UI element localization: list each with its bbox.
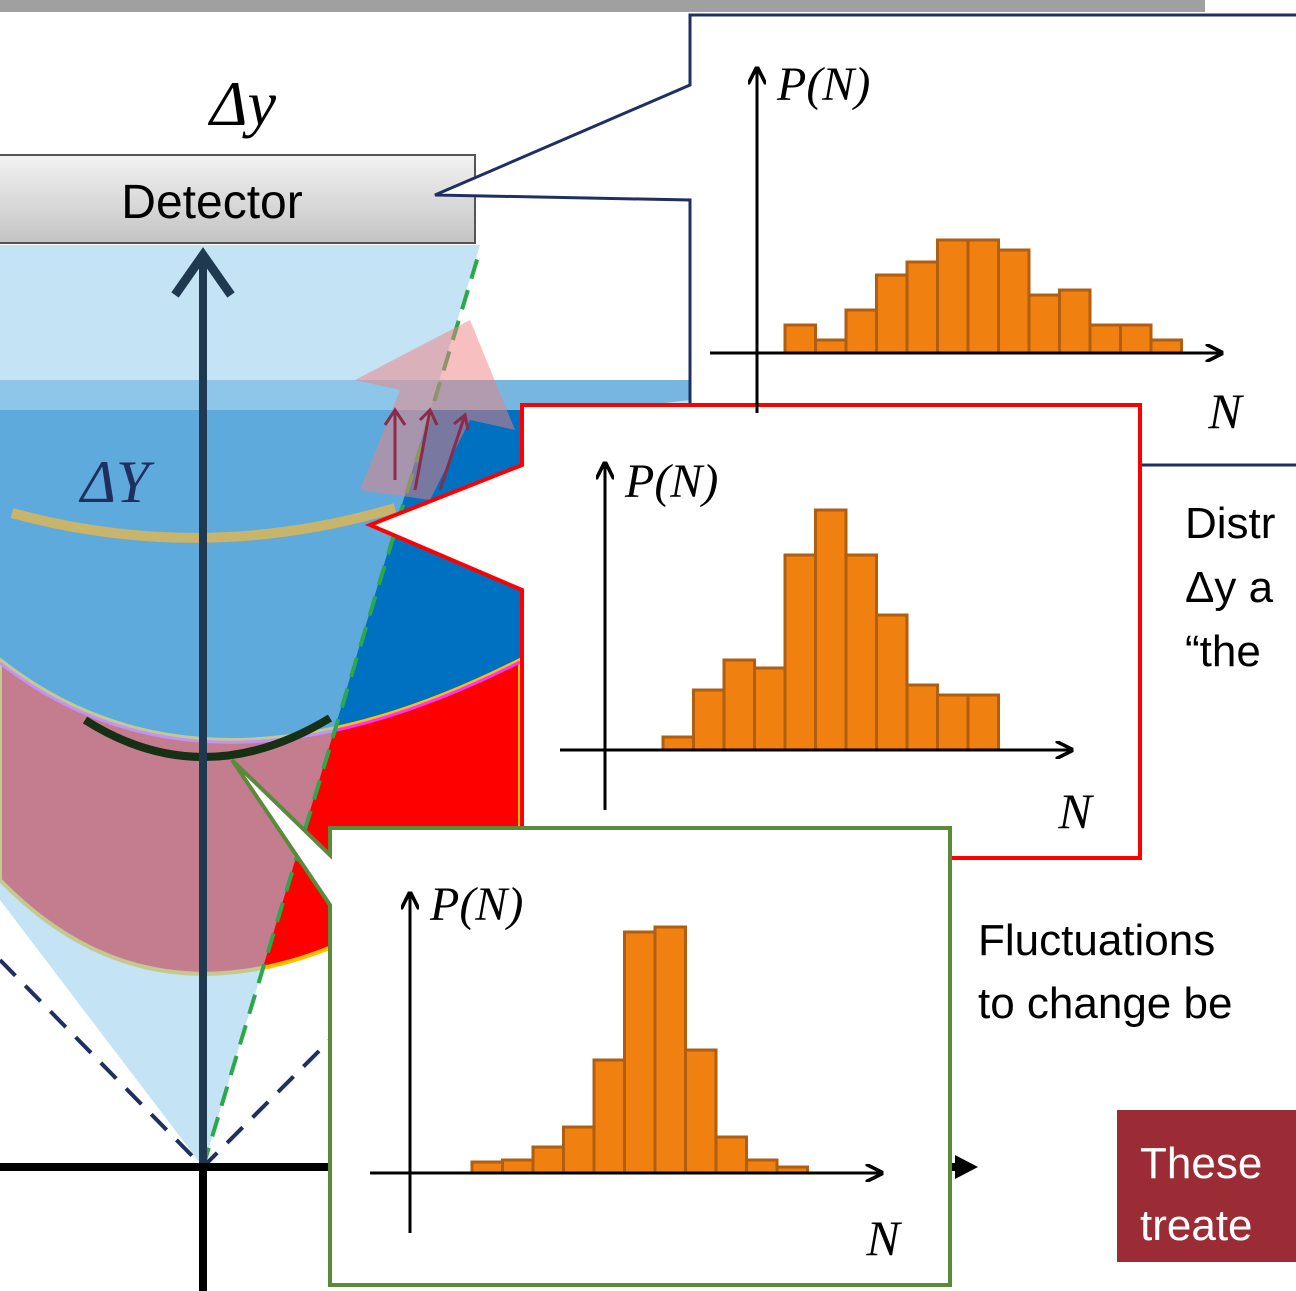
histogram-bar [968,695,999,750]
histogram-bar [1121,325,1152,353]
text-line: Fluctuations [978,916,1215,965]
histogram-bar [686,1050,717,1173]
histogram-bar [938,695,969,750]
callout-box [232,760,950,1285]
histogram-bar [1029,295,1060,353]
detector-label: Detector [121,176,302,229]
top-bar [0,0,1205,12]
histogram-bar [968,240,999,353]
text-line: Δy a [1185,563,1274,612]
histogram-bar [877,615,908,750]
histogram-bar [533,1147,564,1173]
histogram-bar [472,1162,503,1173]
histogram-bar [1090,325,1121,353]
text-line: to change be [978,979,1232,1028]
histogram-bar [846,555,877,750]
histogram-bar [938,240,969,353]
histogram-bar [907,685,938,750]
callout-line: treate [1140,1201,1253,1250]
histogram-bar [907,262,938,353]
histogram-bar [747,1160,778,1173]
histogram-bar [625,932,656,1173]
text-line: “the [1185,627,1261,676]
callout-line: These [1140,1139,1262,1188]
y-axis-label: P(N) [429,878,523,931]
histogram-bar [663,737,694,750]
histogram-bar [1151,340,1182,353]
delta-Y-label: ΔY [79,449,155,515]
arrow-head [955,1155,978,1179]
slide: Detector Δy ΔY P(N) N P(N) N P(N) N Distr Δy … [0,0,1296,1291]
text-line: Distr [1185,499,1275,548]
histogram-bar [716,1137,747,1173]
y-axis-label: P(N) [776,58,870,111]
histogram-bar [785,555,816,750]
histogram-bar [999,250,1030,353]
histogram-bar [655,927,686,1173]
page: {"labels": {"delta_y": "Δy", "detector":… [0,0,1296,1291]
histogram-bar [694,690,725,750]
histogram-bar [503,1160,534,1173]
x-axis-label: N [1207,383,1244,439]
y-axis-label: P(N) [624,455,718,508]
histogram-bar [785,325,816,353]
histogram-bar [755,668,786,750]
histogram-bar [1060,290,1091,353]
histogram-bar [816,340,847,353]
histogram-bar [877,275,908,353]
histogram-bar [724,660,755,750]
histogram-bar [564,1127,595,1173]
histogram-bar [846,310,877,353]
delta-y-label: Δy [207,68,277,139]
x-axis-label: N [1057,783,1094,839]
histogram-bar [816,510,847,750]
x-axis-label: N [865,1210,902,1266]
histogram-bar [594,1060,625,1173]
